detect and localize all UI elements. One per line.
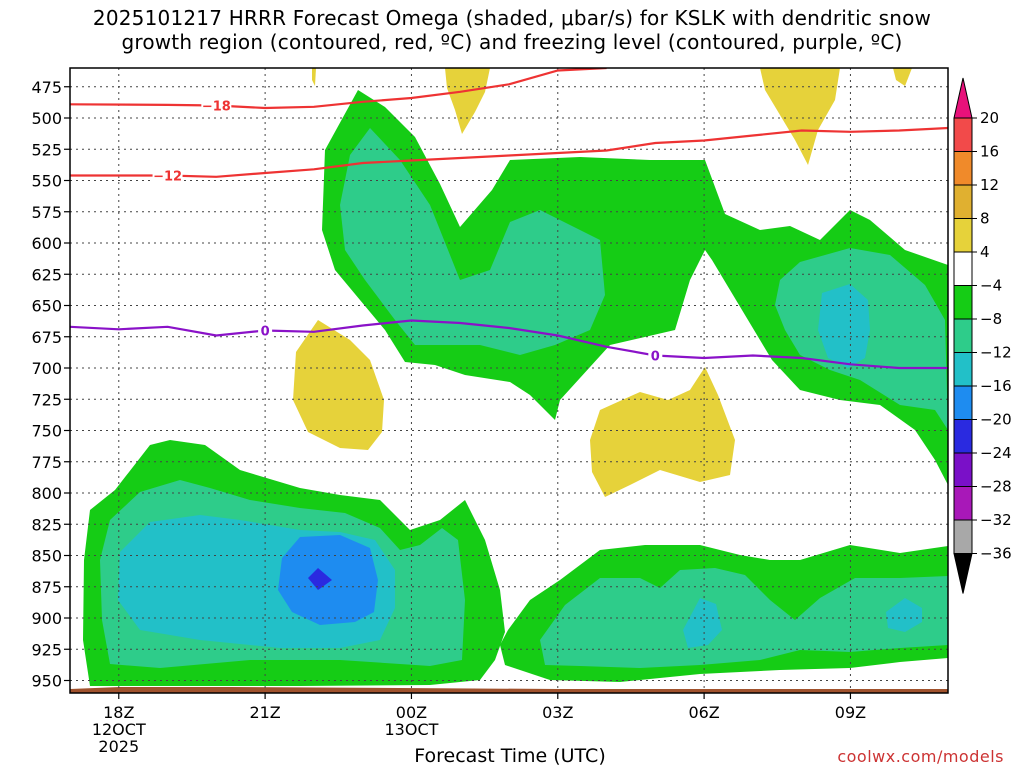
- y-axis: 475 500 525 550 575 600 625 650 675 700 725 750 775 8…: [31, 78, 70, 691]
- grid: [70, 68, 948, 693]
- colorbar-swatch: [953, 285, 973, 320]
- colorbar-swatch: [953, 486, 973, 521]
- contour-label: −18: [202, 100, 231, 115]
- contour-label-bg: [152, 167, 183, 184]
- y-tick-label: 825: [31, 515, 62, 534]
- x-tick-label: 13OCT: [384, 720, 438, 739]
- colorbar-swatch: [953, 385, 973, 420]
- colorbar-swatch: [953, 318, 973, 353]
- colorbar-swatch: [953, 519, 973, 554]
- y-tick-label: 725: [31, 390, 62, 409]
- credit-text: coolwx.com/models: [837, 747, 1004, 766]
- x-tick-label: 12OCT: [92, 720, 146, 739]
- y-tick-label: 875: [31, 578, 62, 597]
- chart-title: 2025101217 HRRR Forecast Omega (shaded, …: [0, 6, 1024, 54]
- omega-negative-region: [340, 128, 605, 355]
- y-tick-label: 525: [31, 140, 62, 159]
- colorbar-top-arrow: [953, 77, 973, 119]
- y-tick-label: 575: [31, 203, 62, 222]
- x-axis-title: Forecast Time (UTC): [414, 745, 606, 767]
- y-tick-label: 675: [31, 328, 62, 347]
- colorbar-bottom-arrow: [953, 553, 973, 594]
- colorbar-label: 20: [980, 109, 999, 127]
- omega-positive-patch: [293, 320, 384, 450]
- x-tick-label: 06Z: [688, 703, 719, 722]
- colorbar-label: 8: [980, 210, 990, 228]
- colorbar-swatch: [953, 117, 973, 152]
- y-tick-label: 775: [31, 453, 62, 472]
- y-tick-label: 600: [31, 234, 62, 253]
- colorbar-swatch: [953, 251, 973, 286]
- colorbar-label: 12: [980, 176, 999, 194]
- y-tick-label: 850: [31, 547, 62, 566]
- omega-positive-patch: [893, 68, 912, 86]
- omega-positive-patch: [590, 367, 735, 497]
- contour--12c: [70, 126, 948, 178]
- y-tick-label: 700: [31, 359, 62, 378]
- x-tick-label: 09Z: [835, 703, 866, 722]
- terrain-strip: [70, 687, 948, 693]
- colorbar-label: −24: [980, 444, 1012, 462]
- x-tick-label: 00Z: [396, 703, 427, 722]
- y-tick-label: 550: [31, 172, 62, 191]
- colorbar-label: −4: [980, 277, 1002, 295]
- colorbar-swatch: [953, 151, 973, 186]
- colorbar-label: −32: [980, 511, 1012, 529]
- y-tick-label: 500: [31, 109, 62, 128]
- omega-negative-region: [322, 90, 948, 485]
- y-tick-label: 900: [31, 609, 62, 628]
- omega-positive-patch: [445, 68, 490, 134]
- contour-label-bg: [648, 347, 663, 364]
- omega-positive-patch: [760, 68, 840, 165]
- colorbar-swatch: [953, 419, 973, 454]
- colorbar-label: −20: [980, 411, 1012, 429]
- colorbar-swatch: [953, 218, 973, 253]
- y-tick-label: 625: [31, 265, 62, 284]
- colorbar-swatch: [953, 452, 973, 487]
- x-tick-label: 03Z: [542, 703, 573, 722]
- colorbar-swatch: [953, 184, 973, 219]
- contour-label: 0: [261, 325, 270, 340]
- y-tick-label: 475: [31, 78, 62, 97]
- contour-label: 0: [651, 350, 660, 365]
- omega-negative-region: [683, 598, 722, 648]
- contour--18c: [70, 68, 607, 110]
- contour-0c-freezing-level: [70, 319, 948, 370]
- contour-label: −12: [153, 170, 182, 185]
- x-tick-label: 2025: [98, 737, 139, 756]
- colorbar-label: −16: [980, 377, 1012, 395]
- colorbar-label: −8: [980, 310, 1002, 328]
- x-tick-label: 18Z: [103, 703, 134, 722]
- y-tick-label: 925: [31, 640, 62, 659]
- contour-label-bg: [201, 97, 232, 114]
- colorbar-label: −28: [980, 478, 1012, 496]
- colorbar-label: −36: [980, 545, 1012, 563]
- y-tick-label: 750: [31, 422, 62, 441]
- colorbar: 20 16 12 8 4 −4 −8 −12 −16 −20 −24 −28 −32 −36: [953, 77, 1012, 594]
- chart-title-line2: growth region (contoured, red, ºC) and f…: [121, 30, 903, 54]
- x-tick-label: 21Z: [249, 703, 280, 722]
- contour-label-bg: [258, 322, 273, 339]
- temperature-contours: −18 −12 0 0: [70, 68, 948, 370]
- omega-positive-patch: [312, 68, 316, 86]
- colorbar-swatch: [953, 352, 973, 387]
- omega-negative-region: [308, 568, 332, 590]
- omega-negative-region: [886, 598, 922, 632]
- colorbar-label: 4: [980, 243, 990, 261]
- y-tick-label: 950: [31, 672, 62, 691]
- plot-frame: [69, 67, 949, 694]
- y-tick-label: 650: [31, 297, 62, 316]
- colorbar-label: −12: [980, 344, 1012, 362]
- omega-shading: [70, 68, 948, 693]
- y-tick-label: 800: [31, 484, 62, 503]
- chart-title-line1: 2025101217 HRRR Forecast Omega (shaded, …: [92, 6, 932, 30]
- colorbar-label: 16: [980, 143, 999, 161]
